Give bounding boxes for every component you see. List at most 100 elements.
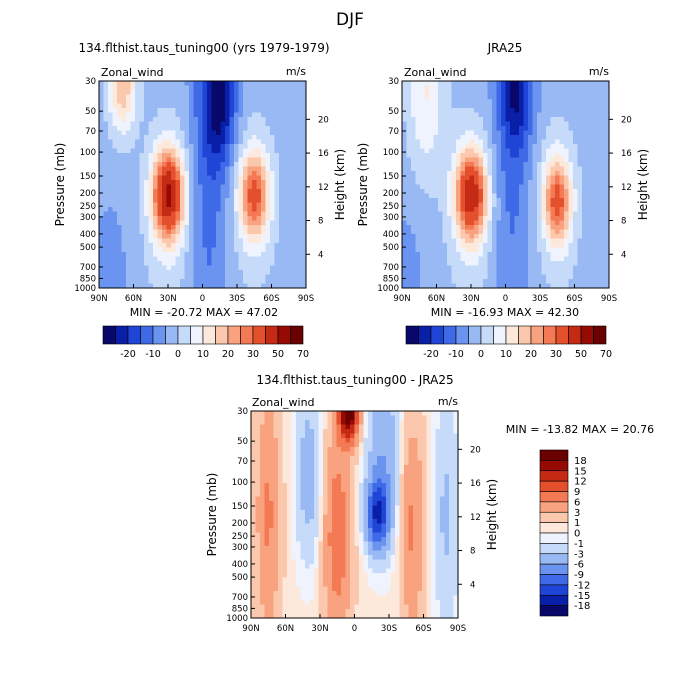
field-cell xyxy=(550,279,556,285)
field-cell xyxy=(591,261,597,267)
field-cell xyxy=(283,103,289,109)
field-cell xyxy=(243,180,249,186)
field-cell xyxy=(261,279,267,285)
field-cell xyxy=(112,139,118,145)
field-cell xyxy=(422,460,428,466)
field-cell xyxy=(555,126,561,132)
field-cell xyxy=(451,234,457,240)
field-cell xyxy=(514,189,520,195)
field-cell xyxy=(202,189,208,195)
field-cell xyxy=(274,85,280,91)
field-cell xyxy=(135,211,141,217)
field-cell xyxy=(550,121,556,127)
field-cell xyxy=(431,460,437,466)
field-cell xyxy=(225,265,231,271)
field-cell xyxy=(144,108,150,114)
field-cell xyxy=(121,85,127,91)
field-cell xyxy=(568,103,574,109)
field-cell xyxy=(600,121,606,127)
field-cell xyxy=(112,157,118,163)
field-cell xyxy=(532,108,538,114)
field-cell xyxy=(166,229,172,235)
field-cell xyxy=(415,99,421,105)
field-cell xyxy=(600,126,606,132)
field-cell xyxy=(265,162,271,168)
field-cell xyxy=(532,225,538,231)
field-cell xyxy=(363,415,369,421)
pressure-tick-label: 1000 xyxy=(74,284,96,294)
field-cell xyxy=(591,112,597,118)
field-cell xyxy=(451,279,457,285)
field-cell xyxy=(238,261,244,267)
field-cell xyxy=(415,153,421,159)
field-cell xyxy=(265,265,271,271)
field-cell xyxy=(297,265,303,271)
field-cell xyxy=(514,256,520,262)
field-cell xyxy=(431,411,437,417)
field-cell xyxy=(456,148,462,154)
field-cell xyxy=(505,193,511,199)
field-cell xyxy=(465,162,471,168)
field-cell xyxy=(225,144,231,150)
field-cell xyxy=(523,279,529,285)
field-cell xyxy=(274,117,280,123)
field-cell xyxy=(591,130,597,136)
field-cell xyxy=(469,90,475,96)
field-cell xyxy=(139,189,145,195)
field-cell xyxy=(422,451,428,457)
field-cell xyxy=(327,442,333,448)
field-cell xyxy=(301,198,306,204)
field-cell xyxy=(261,135,267,141)
field-cell xyxy=(139,103,145,109)
field-cell xyxy=(399,451,405,457)
field-cell xyxy=(449,429,455,435)
field-cell xyxy=(420,153,426,159)
field-cell xyxy=(332,442,338,448)
field-cell xyxy=(478,103,484,109)
field-cell xyxy=(595,274,601,280)
field-cell xyxy=(402,162,408,168)
field-cell xyxy=(404,447,410,453)
field-cell xyxy=(117,126,123,132)
field-cell xyxy=(582,247,588,253)
field-cell xyxy=(568,279,574,285)
field-cell xyxy=(166,193,172,199)
field-cell xyxy=(442,202,448,208)
field-cell xyxy=(225,261,231,267)
field-cell xyxy=(469,220,475,226)
field-cell xyxy=(288,229,294,235)
field-cell xyxy=(279,252,285,258)
field-cell xyxy=(126,229,132,235)
field-cell xyxy=(265,198,271,204)
field-cell xyxy=(243,157,249,163)
field-cell xyxy=(537,229,543,235)
field-cell xyxy=(460,162,466,168)
field-cell xyxy=(442,274,448,280)
field-cell xyxy=(139,171,145,177)
field-cell xyxy=(135,261,141,267)
field-cell xyxy=(274,279,280,285)
field-cell xyxy=(305,460,311,466)
field-cell xyxy=(247,216,253,222)
field-cell xyxy=(559,207,565,213)
field-cell xyxy=(252,130,258,136)
field-cell xyxy=(229,117,235,123)
field-cell xyxy=(586,252,592,258)
field-cell xyxy=(103,198,109,204)
field-cell xyxy=(550,157,556,163)
field-cell xyxy=(297,175,303,181)
field-cell xyxy=(139,108,145,114)
field-cell xyxy=(171,225,177,231)
field-cell xyxy=(474,144,480,150)
field-cell xyxy=(162,130,168,136)
field-cell xyxy=(189,144,195,150)
field-cell xyxy=(469,153,475,159)
field-cell xyxy=(300,465,306,471)
field-cell xyxy=(103,279,109,285)
field-cell xyxy=(121,117,127,123)
field-cell xyxy=(171,252,177,258)
field-cell xyxy=(487,153,493,159)
field-cell xyxy=(314,460,320,466)
field-cell xyxy=(220,112,226,118)
field-cell xyxy=(225,189,231,195)
